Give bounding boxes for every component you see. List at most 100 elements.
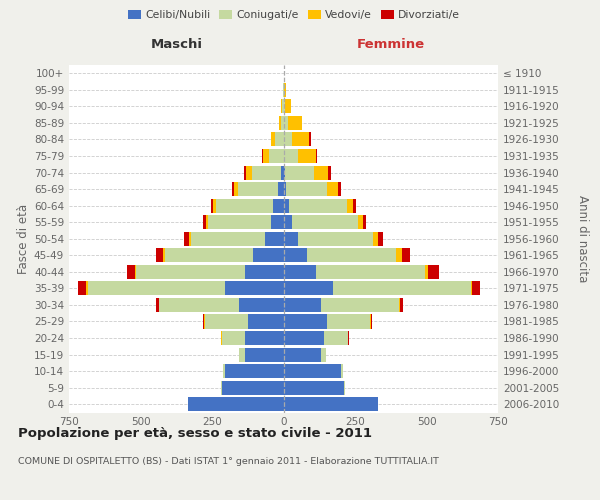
Bar — [136, 265, 245, 279]
Bar — [156, 298, 158, 312]
Bar — [275, 132, 284, 146]
Bar — [165, 248, 253, 262]
Bar — [269, 149, 284, 163]
Bar — [232, 182, 234, 196]
Bar — [284, 282, 332, 296]
Bar — [135, 265, 136, 279]
Bar — [358, 215, 363, 229]
Text: Popolazione per età, sesso e stato civile - 2011: Popolazione per età, sesso e stato civil… — [18, 428, 372, 440]
Bar — [341, 364, 343, 378]
Bar — [214, 198, 216, 212]
Bar — [470, 282, 472, 296]
Bar — [284, 83, 286, 97]
Bar — [216, 198, 274, 212]
Bar — [284, 166, 285, 179]
Bar — [159, 298, 239, 312]
Bar — [347, 198, 353, 212]
Bar — [262, 149, 263, 163]
Bar — [284, 265, 316, 279]
Bar — [284, 314, 327, 328]
Bar — [400, 298, 403, 312]
Bar — [363, 215, 366, 229]
Bar — [271, 132, 275, 146]
Bar — [428, 265, 439, 279]
Bar — [377, 232, 383, 246]
Bar — [332, 282, 470, 296]
Bar — [321, 348, 326, 362]
Bar — [238, 182, 278, 196]
Bar — [88, 282, 225, 296]
Bar — [281, 166, 284, 179]
Bar — [211, 198, 214, 212]
Legend: Celibi/Nubili, Coniugati/e, Vedovi/e, Divorziati/e: Celibi/Nubili, Coniugati/e, Vedovi/e, Di… — [124, 6, 464, 25]
Bar — [252, 166, 281, 179]
Bar — [222, 331, 245, 345]
Bar — [244, 166, 247, 179]
Bar — [188, 397, 284, 411]
Bar — [265, 232, 284, 246]
Bar — [284, 215, 292, 229]
Text: Femmine: Femmine — [356, 38, 425, 51]
Bar — [371, 314, 372, 328]
Bar — [234, 182, 238, 196]
Bar — [327, 314, 370, 328]
Bar — [328, 166, 331, 179]
Bar — [205, 314, 248, 328]
Bar — [282, 100, 284, 114]
Bar — [285, 100, 290, 114]
Bar — [425, 265, 428, 279]
Bar — [245, 265, 284, 279]
Bar — [316, 265, 425, 279]
Bar — [353, 198, 356, 212]
Bar — [285, 166, 314, 179]
Bar — [239, 298, 284, 312]
Bar — [239, 348, 245, 362]
Bar — [225, 364, 284, 378]
Bar — [472, 282, 480, 296]
Bar — [292, 132, 309, 146]
Bar — [288, 116, 302, 130]
Bar — [284, 397, 379, 411]
Bar — [284, 198, 289, 212]
Bar — [222, 380, 284, 394]
Text: COMUNE DI OSPITALETTO (BS) - Dati ISTAT 1° gennaio 2011 - Elaborazione TUTTITALI: COMUNE DI OSPITALETTO (BS) - Dati ISTAT … — [18, 458, 439, 466]
Bar — [206, 215, 208, 229]
Bar — [284, 331, 324, 345]
Bar — [203, 215, 206, 229]
Bar — [223, 364, 225, 378]
Bar — [284, 248, 307, 262]
Bar — [284, 364, 341, 378]
Bar — [284, 232, 298, 246]
Bar — [156, 248, 163, 262]
Bar — [321, 298, 399, 312]
Bar — [203, 314, 204, 328]
Bar — [191, 232, 265, 246]
Bar — [307, 248, 396, 262]
Bar — [373, 232, 377, 246]
Y-axis label: Fasce di età: Fasce di età — [17, 204, 30, 274]
Bar — [327, 182, 338, 196]
Bar — [399, 298, 400, 312]
Bar — [284, 182, 286, 196]
Bar — [338, 182, 341, 196]
Bar — [225, 282, 284, 296]
Bar — [284, 348, 321, 362]
Bar — [281, 116, 284, 130]
Bar — [253, 248, 284, 262]
Text: Maschi: Maschi — [150, 38, 202, 51]
Bar — [284, 116, 288, 130]
Bar — [284, 380, 344, 394]
Bar — [245, 348, 284, 362]
Bar — [286, 182, 327, 196]
Bar — [284, 100, 285, 114]
Bar — [279, 116, 281, 130]
Bar — [284, 132, 292, 146]
Bar — [245, 331, 284, 345]
Bar — [402, 248, 410, 262]
Bar — [86, 282, 88, 296]
Bar — [284, 298, 321, 312]
Bar — [309, 132, 311, 146]
Bar — [316, 149, 317, 163]
Bar — [247, 166, 252, 179]
Bar — [263, 149, 269, 163]
